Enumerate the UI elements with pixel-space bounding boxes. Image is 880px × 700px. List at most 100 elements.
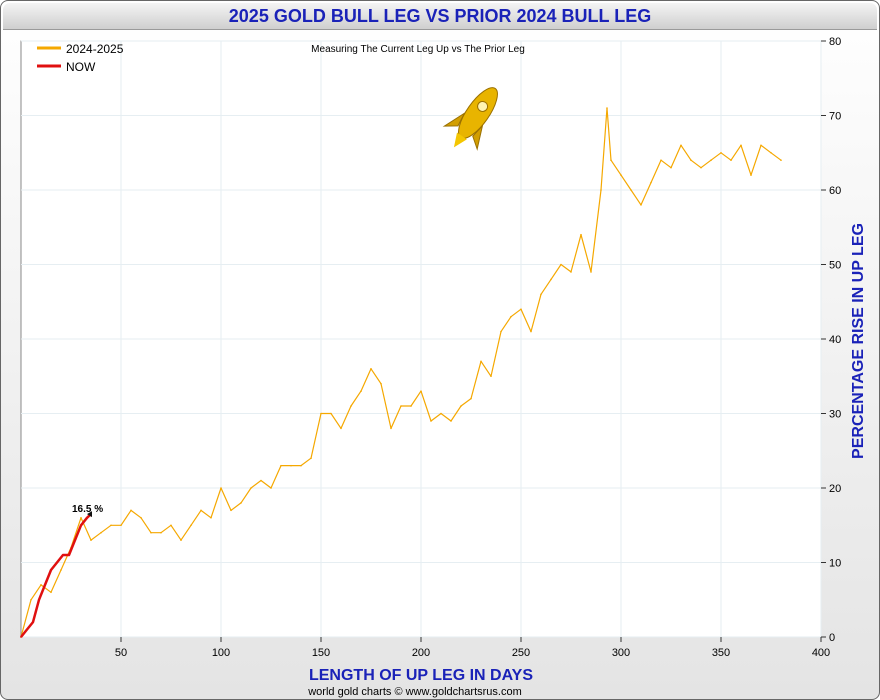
data-point xyxy=(74,539,76,541)
y-tick-label: 10 xyxy=(829,558,841,570)
x-tick-label: 400 xyxy=(812,647,830,659)
data-point xyxy=(80,517,82,519)
data-point xyxy=(280,464,282,467)
data-point xyxy=(32,621,34,623)
data-point xyxy=(260,479,262,482)
data-point xyxy=(720,151,722,154)
data-point xyxy=(60,569,62,571)
data-point xyxy=(150,531,152,534)
data-point xyxy=(480,360,482,363)
data-point xyxy=(606,107,608,109)
data-point xyxy=(550,278,552,281)
y-tick-label: 80 xyxy=(829,36,841,48)
x-axis-title: LENGTH OF UP LEG IN DAYS xyxy=(309,667,533,684)
x-tick-label: 150 xyxy=(312,647,330,659)
data-point xyxy=(650,181,652,184)
data-point xyxy=(490,375,492,378)
x-tick-label: 50 xyxy=(115,647,127,659)
data-point xyxy=(390,427,392,430)
data-point xyxy=(760,144,762,147)
legend-label-now: NOW xyxy=(66,60,96,74)
data-point xyxy=(330,412,332,415)
legend-label-2024-2025: 2024-2025 xyxy=(66,42,124,56)
data-point xyxy=(270,487,272,489)
data-point xyxy=(68,554,70,556)
data-point xyxy=(380,382,382,385)
data-point xyxy=(210,517,212,519)
data-point xyxy=(360,390,362,392)
data-point xyxy=(410,405,412,407)
y-tick-label: 50 xyxy=(829,260,841,272)
data-point xyxy=(44,584,46,586)
data-point xyxy=(130,509,132,512)
data-point xyxy=(590,271,592,273)
data-point xyxy=(630,189,632,191)
series-group xyxy=(20,107,782,638)
data-point xyxy=(530,330,532,333)
data-point xyxy=(570,271,572,273)
data-point xyxy=(190,524,192,527)
data-point xyxy=(30,598,32,601)
data-point xyxy=(510,315,512,318)
data-point xyxy=(500,330,502,333)
x-tick-label: 350 xyxy=(712,647,730,659)
data-point xyxy=(250,487,252,489)
x-tick-label: 300 xyxy=(612,647,630,659)
data-point xyxy=(56,561,58,564)
data-point xyxy=(340,427,342,430)
data-point xyxy=(730,159,732,161)
x-tick-label: 200 xyxy=(412,647,430,659)
data-point xyxy=(40,584,42,586)
x-tick-label: 250 xyxy=(512,647,530,659)
current-value-marker xyxy=(87,511,92,518)
series-line-2024-2025 xyxy=(20,107,782,638)
data-point xyxy=(560,263,562,266)
current-value-annotation: 16.5 % xyxy=(72,504,103,515)
data-point xyxy=(580,233,582,236)
data-point xyxy=(440,412,442,415)
data-point xyxy=(50,569,52,571)
data-point xyxy=(450,420,452,422)
data-point xyxy=(420,390,422,392)
chart-title: 2025 GOLD BULL LEG VS PRIOR 2024 BULL LE… xyxy=(3,3,877,30)
data-point xyxy=(700,166,702,169)
data-point xyxy=(62,554,64,556)
data-point xyxy=(640,204,642,206)
data-point xyxy=(350,405,352,407)
data-point xyxy=(460,405,462,407)
footer-credit: world gold charts © www.goldchartsrus.co… xyxy=(307,686,522,698)
y-tick-label: 20 xyxy=(829,483,841,495)
y-tick-label: 40 xyxy=(829,334,841,346)
data-point xyxy=(240,502,242,504)
data-point xyxy=(660,159,662,161)
data-point xyxy=(540,293,542,296)
data-point xyxy=(86,517,88,519)
data-point xyxy=(710,159,712,161)
y-tick-label: 0 xyxy=(829,632,835,644)
data-point xyxy=(520,308,522,311)
data-point xyxy=(110,524,112,527)
data-point xyxy=(140,517,142,519)
data-point xyxy=(690,159,692,161)
data-point xyxy=(470,397,472,400)
data-point xyxy=(400,405,402,407)
data-point xyxy=(310,457,312,460)
data-point xyxy=(80,524,82,527)
y-axis-ticks: 0 10 20 30 40 50 60 70 80 xyxy=(821,36,841,644)
data-point xyxy=(26,628,28,631)
data-point xyxy=(170,524,172,527)
data-point xyxy=(300,464,302,467)
legend: 2024-2025 NOW xyxy=(37,42,124,74)
y-tick-label: 70 xyxy=(829,111,841,123)
data-point xyxy=(320,412,322,415)
data-point xyxy=(38,598,40,601)
data-point xyxy=(220,487,222,489)
y-axis-title: PERCENTAGE RISE IN UP LEG xyxy=(850,223,867,459)
data-point xyxy=(670,166,672,169)
data-point xyxy=(180,539,182,541)
data-point xyxy=(750,174,752,176)
data-point xyxy=(620,174,622,176)
data-point xyxy=(290,464,292,467)
data-point xyxy=(200,509,202,512)
